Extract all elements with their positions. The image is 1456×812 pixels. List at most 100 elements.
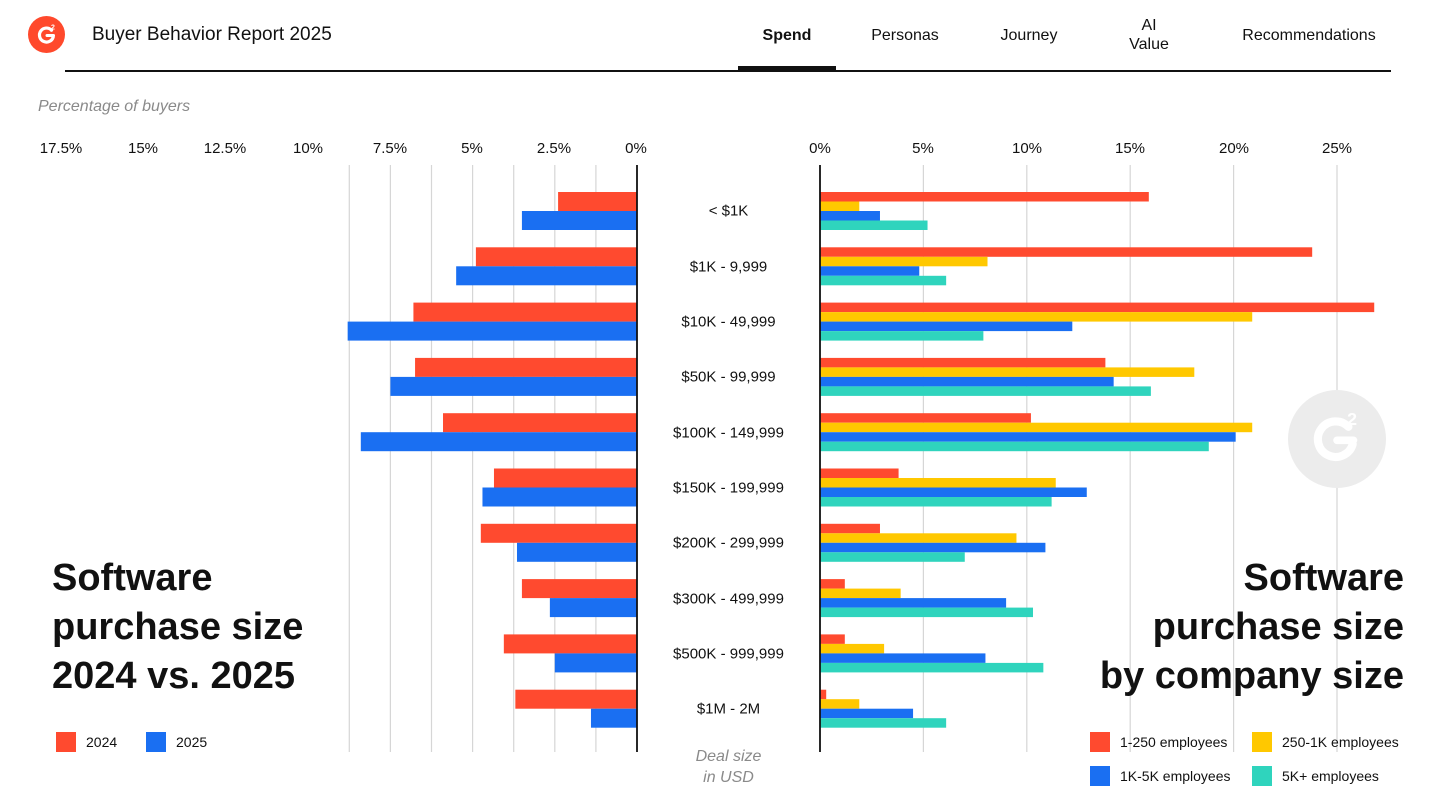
right-tick-label: 20% <box>1218 140 1250 157</box>
legend-swatch <box>1090 766 1110 786</box>
legend-swatch <box>1252 766 1272 786</box>
legend-item-250-1k: 250-1K employees <box>1252 732 1399 752</box>
right-bar-1K-5K-employees <box>820 487 1087 497</box>
left-bar-2025 <box>347 321 637 341</box>
right-bar-1-250-employees <box>820 468 899 478</box>
report-title: Buyer Behavior Report 2025 <box>92 24 332 45</box>
left-bar-2024 <box>415 357 637 377</box>
right-bar-5K+-employees <box>820 662 1044 673</box>
legend-label: 1K-5K employees <box>1120 768 1231 784</box>
category-label: $150K - 199,999 <box>673 479 784 497</box>
left-bar-2024 <box>521 579 637 599</box>
left-tick-label: 17.5% <box>39 140 83 157</box>
right-bar-1K-5K-employees <box>820 211 880 221</box>
right-bar-250-1K-employees <box>820 312 1253 322</box>
right-bar-250-1K-employees <box>820 699 860 709</box>
svg-text:2: 2 <box>1347 409 1357 429</box>
header-divider <box>65 70 1391 72</box>
right-bar-1-250-employees <box>820 413 1031 423</box>
right-bar-5K+-employees <box>820 497 1052 507</box>
category-label: $300K - 499,999 <box>673 590 784 608</box>
left-bar-2025 <box>482 487 637 507</box>
right-bar-1K-5K-employees <box>820 653 986 663</box>
legend-swatch <box>1090 732 1110 752</box>
legend-swatch <box>56 732 76 752</box>
right-bar-1-250-employees <box>820 689 827 700</box>
right-bar-1-250-employees <box>820 192 1149 202</box>
category-label: $50K - 99,999 <box>681 368 776 386</box>
right-bar-1-250-employees <box>820 247 1313 257</box>
category-label: $100K - 149,999 <box>673 424 784 442</box>
category-label: $200K - 299,999 <box>673 534 784 552</box>
y-axis-caption: Percentage of buyers <box>38 98 191 115</box>
right-bar-5K+-employees <box>820 331 984 341</box>
g2-logo-icon[interactable]: 2 <box>28 16 65 53</box>
right-bar-1K-5K-employees <box>820 432 1236 442</box>
top-navigation: 2 Buyer Behavior Report 2025 Spend Perso… <box>0 0 1456 72</box>
right-bar-250-1K-employees <box>820 588 901 599</box>
tab-journey[interactable]: Journey <box>1000 27 1058 44</box>
left-bar-2025 <box>521 211 637 230</box>
tab-ai-value[interactable]: AI Value <box>1129 17 1169 53</box>
right-tick-label: 15% <box>1114 140 1146 157</box>
right-bar-250-1K-employees <box>820 478 1056 488</box>
legend-item-5k-plus: 5K+ employees <box>1252 766 1379 786</box>
left-bar-2025 <box>590 708 637 728</box>
left-bar-2024 <box>443 413 637 433</box>
right-chart-title: Software purchase size by company size <box>1099 557 1404 697</box>
right-bar-1-250-employees <box>820 579 845 589</box>
legend-swatch <box>1252 732 1272 752</box>
deal-size-caption: Deal size in USD <box>695 748 762 786</box>
right-bar-5K+-employees <box>820 441 1209 452</box>
left-tick-label: 5% <box>461 140 483 157</box>
legend-item-2024: 2024 <box>56 732 117 752</box>
legend-item-2025: 2025 <box>146 732 207 752</box>
right-bar-1-250-employees <box>820 523 880 534</box>
right-bar-250-1K-employees <box>820 643 885 654</box>
right-bar-5K+-employees <box>820 607 1034 618</box>
left-bar-2024 <box>558 192 637 211</box>
active-tab-indicator <box>738 66 836 71</box>
tab-personas[interactable]: Personas <box>871 27 939 44</box>
right-bar-5K+-employees <box>820 275 947 286</box>
legend-label: 2025 <box>176 734 208 750</box>
left-tick-label: 12.5% <box>203 140 247 157</box>
right-bar-1-250-employees <box>820 634 845 644</box>
category-label: $500K - 999,999 <box>673 645 784 663</box>
right-bar-5K+-employees <box>820 718 947 728</box>
left-tick-label: 7.5% <box>372 140 408 157</box>
svg-text:2: 2 <box>51 24 55 31</box>
right-tick-label: 10% <box>1011 140 1043 157</box>
g2-watermark-icon: 2 <box>1288 390 1386 488</box>
right-bar-1K-5K-employees <box>820 376 1114 387</box>
left-tick-label: 0% <box>625 140 647 157</box>
right-tick-label: 0% <box>809 140 831 157</box>
right-bar-1K-5K-employees <box>820 708 914 719</box>
legend-label: 2024 <box>86 734 118 750</box>
right-bar-5K+-employees <box>820 386 1151 396</box>
left-bar-2024 <box>515 689 637 709</box>
left-bar-2025 <box>456 266 637 286</box>
right-tick-label: 25% <box>1321 140 1353 157</box>
right-bar-250-1K-employees <box>820 256 988 267</box>
category-label: $10K - 49,999 <box>681 313 776 331</box>
left-bar-2024 <box>475 247 637 267</box>
right-bar-1K-5K-employees <box>820 598 1007 608</box>
category-label: $1M - 2M <box>696 700 761 718</box>
left-tick-label: 10% <box>292 140 324 157</box>
right-bar-250-1K-employees <box>820 201 860 211</box>
left-bar-2024 <box>480 523 637 543</box>
tab-recommendations[interactable]: Recommendations <box>1242 27 1376 44</box>
left-bar-2024 <box>493 468 637 488</box>
legend-item-1k-5k: 1K-5K employees <box>1090 766 1231 786</box>
left-bar-2025 <box>549 598 637 618</box>
left-bar-2025 <box>390 376 637 396</box>
right-bar-1K-5K-employees <box>820 542 1046 553</box>
tab-spend[interactable]: Spend <box>762 27 812 44</box>
right-bar-250-1K-employees <box>820 422 1253 433</box>
left-bar-2025 <box>360 432 637 452</box>
left-tick-label: 15% <box>127 140 159 157</box>
legend-label: 250-1K employees <box>1282 734 1399 750</box>
legend-item-1-250: 1-250 employees <box>1090 732 1227 752</box>
legend-label: 1-250 employees <box>1120 734 1228 750</box>
